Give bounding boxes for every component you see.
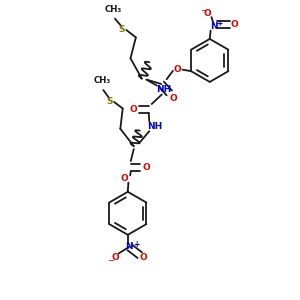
Text: O: O — [230, 20, 238, 29]
Text: O: O — [143, 163, 151, 172]
Text: O: O — [174, 65, 182, 74]
Text: O: O — [121, 175, 129, 184]
Text: −: − — [200, 6, 207, 15]
Text: S: S — [118, 26, 125, 34]
Text: CH₃: CH₃ — [105, 4, 122, 14]
Text: O: O — [129, 105, 137, 114]
Text: −: − — [107, 256, 114, 266]
Text: N: N — [125, 242, 133, 251]
Text: CH₃: CH₃ — [93, 76, 110, 85]
Text: S: S — [106, 98, 112, 106]
Text: O: O — [169, 94, 177, 103]
Text: +: + — [133, 240, 139, 249]
Text: O: O — [204, 9, 212, 18]
Text: O: O — [111, 253, 119, 262]
Text: +: + — [216, 19, 222, 28]
Text: NH: NH — [157, 85, 172, 94]
Text: N: N — [210, 22, 218, 31]
Text: O: O — [140, 253, 147, 262]
Text: NH: NH — [147, 122, 162, 131]
